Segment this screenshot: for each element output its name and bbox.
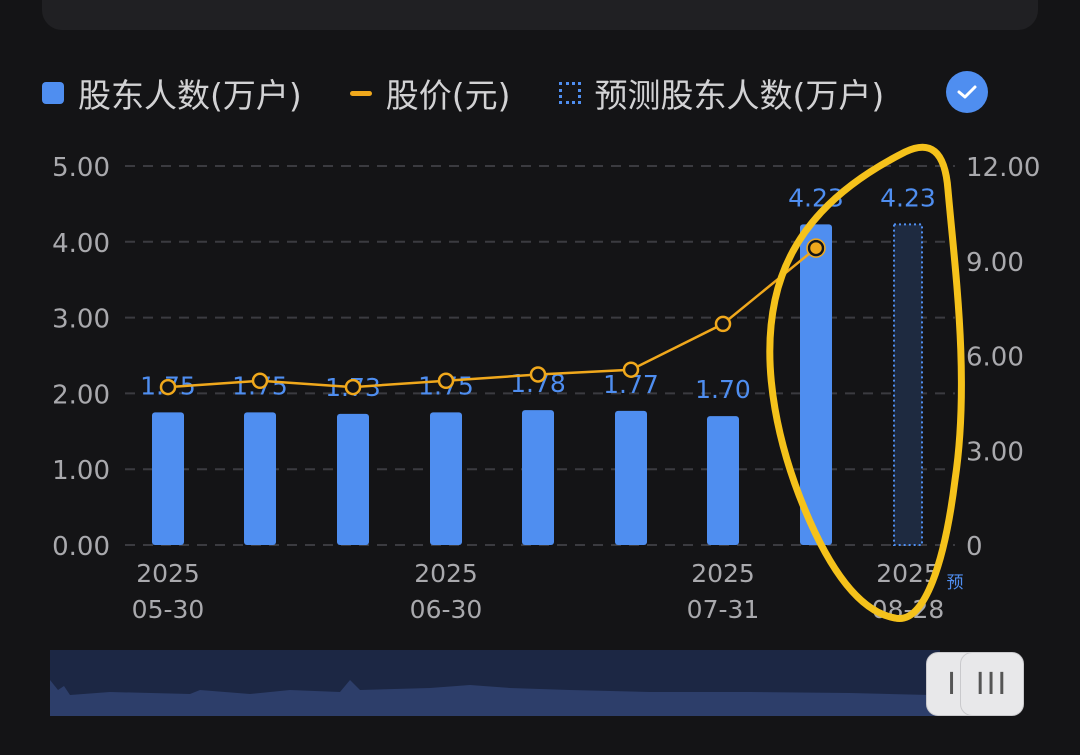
bar-swatch-icon [42,82,64,104]
y-axis-left-tick-label: 1.00 [52,456,110,486]
bar [430,412,462,545]
prediction-data-label: 4.23 [880,183,936,212]
prediction-bar [893,223,923,546]
line-swatch-icon [349,90,372,96]
x-axis-date-label: 06-30 [410,595,483,624]
price-point [529,366,547,383]
y-axis-right-tick-label: 0 [966,532,983,562]
y-axis-right-tick-label: 9.00 [966,248,1024,278]
x-axis-date-label: 07-31 [687,595,760,624]
price-point [622,361,640,378]
price-point [807,239,825,257]
bar-data-label: 1.70 [695,375,751,404]
price-point [251,372,269,390]
bar [615,410,647,545]
y-axis-left-tick-label: 4.00 [52,229,110,259]
dotted-swatch-icon [558,82,581,104]
bar [244,412,276,545]
price-point-highlight [806,238,826,258]
chart-legend: 股东人数(万户) 股价(元) 预测股东人数(万户) [42,68,1002,118]
shareholder-chart: 0.00 1.00 2.00 3.00 4.00 5.00 0 3.00 6.00 9.00 12.… [52,143,1040,624]
y-axis-right-tick-label: 12.00 [966,153,1040,183]
x-axis-date-label: 05-30 [132,595,205,624]
price-line [167,247,817,389]
bar [800,224,832,545]
y-axis-left-tick-label: 3.00 [52,305,110,335]
bar [522,410,554,545]
range-slider-track[interactable] [50,650,940,716]
price-point [344,378,362,396]
bar [707,416,739,545]
handle-grip-icon: III [975,666,1009,702]
legend-item-shareholders[interactable]: 股东人数(万户) [42,69,302,117]
x-axis-year-label: 2025 [691,559,755,588]
bar [337,413,369,545]
price-point [437,372,455,390]
y-axis-left-tick-label: 0.00 [52,532,110,562]
y-axis-left-tick-label: 5.00 [52,153,110,183]
x-axis-year-label: 2025 [136,559,200,588]
x-axis-year-label: 2025 [414,559,478,588]
bar [152,412,184,545]
checkmark-icon [957,85,977,99]
slider-right-handle[interactable]: III [960,652,1024,716]
legend-label-price: 股价(元) [385,76,511,115]
y-axis-left-tick-label: 2.00 [52,380,110,410]
annotation-circle [766,143,965,622]
top-card [42,0,1038,30]
legend-item-prediction[interactable]: 预测股东人数(万户) [558,69,885,117]
overview-sparkline [50,680,940,716]
y-axis-right-tick-label: 6.00 [966,343,1024,373]
legend-item-price[interactable]: 股价(元) [349,69,511,117]
legend-label-shareholders: 股东人数(万户) [78,76,302,115]
price-point [714,315,732,333]
prediction-marker-label: 预 [947,573,964,593]
prediction-toggle-button[interactable] [946,71,988,113]
y-axis-right-tick-label: 3.00 [966,437,1024,467]
legend-label-prediction: 预测股东人数(万户) [594,76,885,115]
price-point [159,378,177,396]
